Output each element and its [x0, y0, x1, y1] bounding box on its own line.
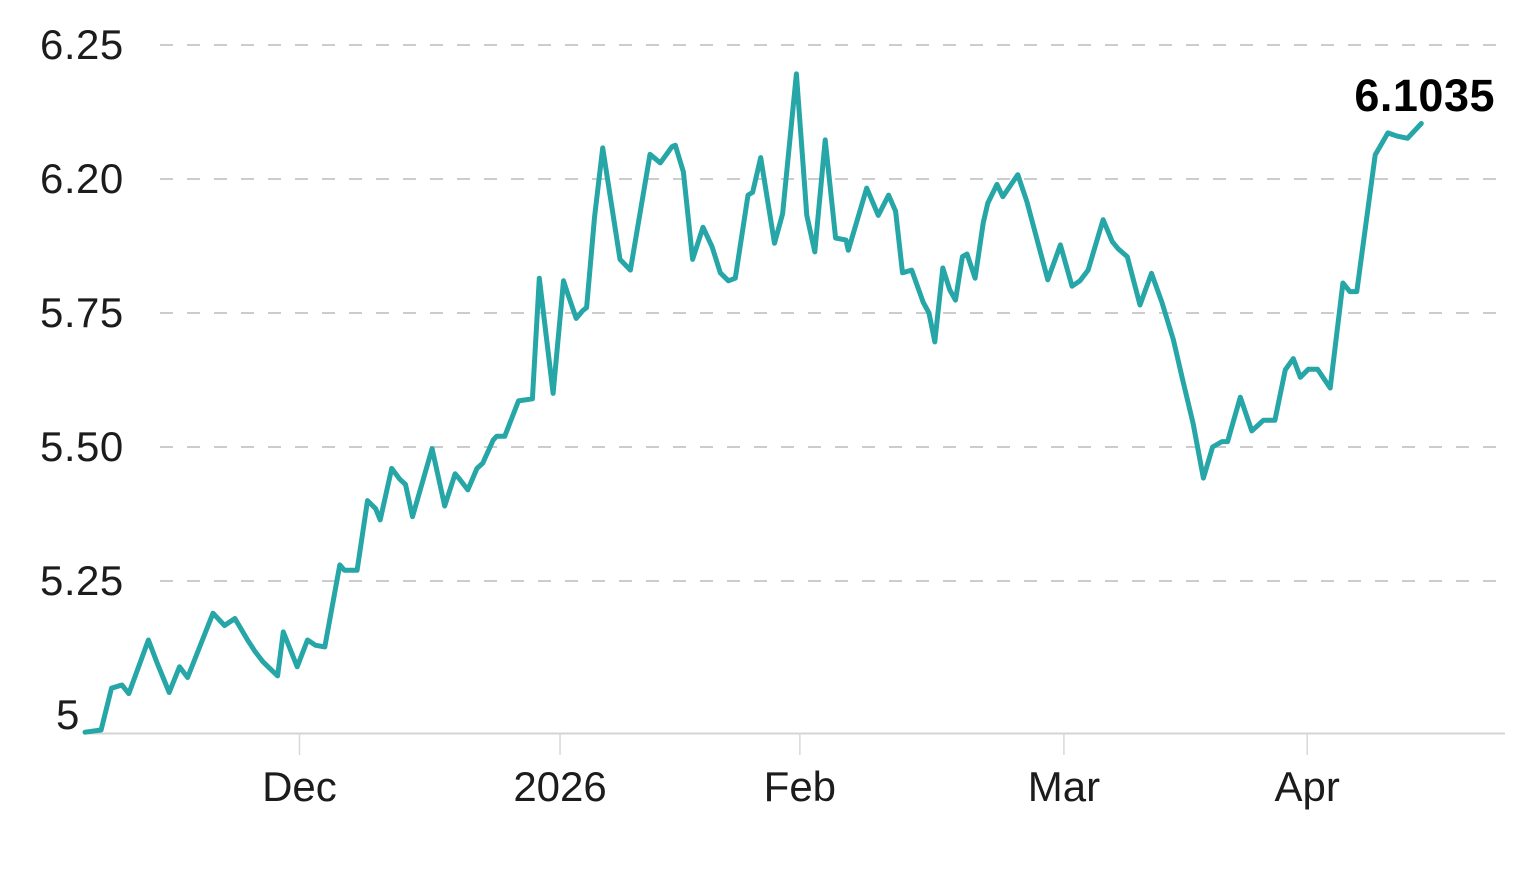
y-axis-tick-label: 6.20: [40, 155, 124, 202]
x-axis-tick-label: Feb: [763, 763, 837, 810]
price-line: [82, 71, 1424, 735]
y-axis-tick-label: 5.75: [40, 289, 124, 336]
x-axis-tick-label: Apr: [1274, 763, 1340, 810]
x-axis-tick-label: Mar: [1027, 763, 1101, 810]
y-axis-tick-label: 5: [56, 691, 80, 738]
y-axis-tick-label: 5.50: [40, 423, 124, 470]
last-price-label: 6.1035: [1354, 70, 1495, 121]
x-axis-tick-label: 2026: [513, 763, 607, 810]
y-axis-tick-label: 6.25: [40, 21, 124, 68]
y-axis-tick-label: 5.25: [40, 557, 124, 604]
x-axis-tick-label: Dec: [262, 763, 337, 810]
